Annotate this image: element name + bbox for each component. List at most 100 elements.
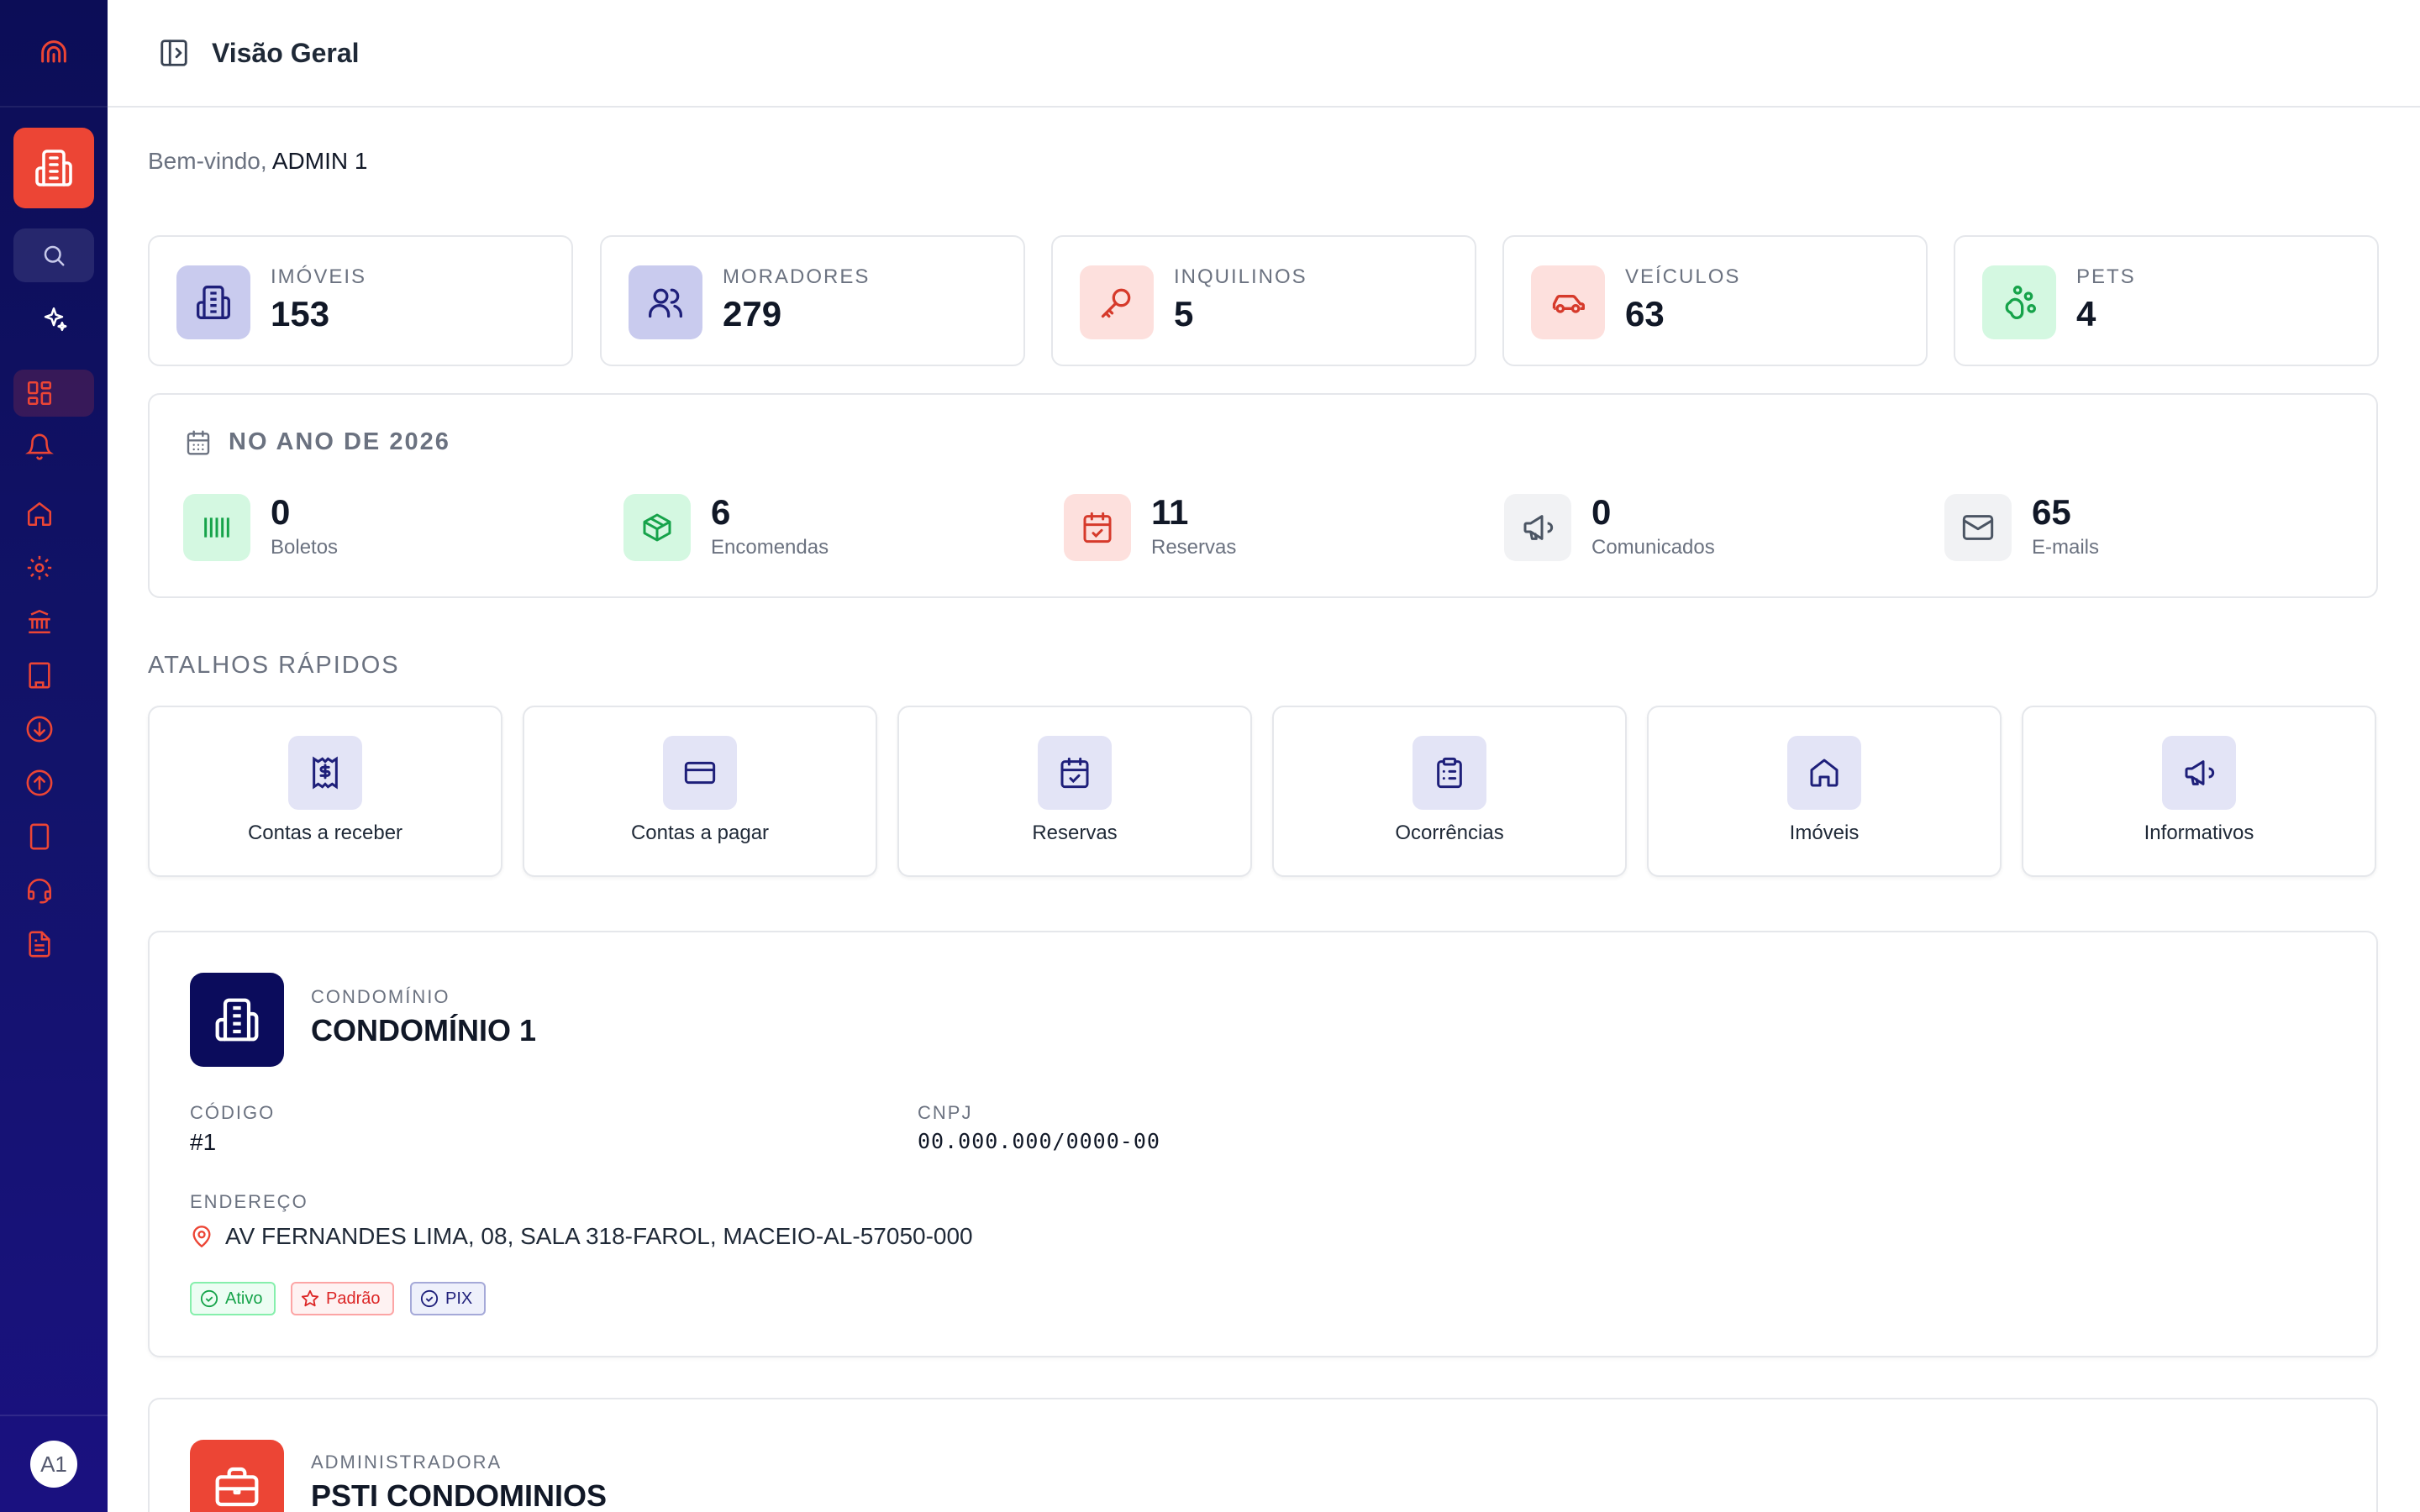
metric-value: 11: [1151, 492, 1189, 532]
calendar-icon: [187, 429, 210, 455]
nav-home[interactable]: [13, 491, 94, 538]
shortcut-icon-box: [288, 736, 362, 810]
shortcuts-title: ATALHOS RÁPIDOS: [148, 652, 400, 679]
stat-label: IMÓVEIS: [271, 265, 367, 288]
stat-icon-box: [176, 265, 250, 339]
nav-bank[interactable]: [13, 598, 94, 645]
clipboard-list-icon: [1437, 757, 1462, 789]
paw-icon: [2005, 286, 2036, 320]
shortcut-icon-box: [1038, 736, 1112, 810]
calendar-check-icon: [1060, 757, 1089, 789]
map-pin-icon: [192, 1226, 211, 1248]
shortcut-label: Ocorrências: [1395, 822, 1504, 844]
stat-card-pets[interactable]: PETS 4: [1954, 235, 2379, 366]
cnpj-label: CNPJ: [918, 1102, 973, 1123]
badge-label: Padrão: [326, 1289, 381, 1308]
barcode-icon: [204, 517, 229, 538]
metric-value: 65: [2032, 492, 2071, 532]
shortcut-label: Contas a receber: [247, 822, 403, 844]
shortcut-label: Imóveis: [1789, 822, 1860, 844]
nav-settings[interactable]: [13, 544, 94, 591]
sidebar-toggle-icon[interactable]: [158, 37, 190, 69]
condo-switcher-button[interactable]: [13, 128, 94, 208]
metric-value: 0: [271, 492, 291, 532]
avatar[interactable]: A1: [30, 1441, 77, 1488]
metric-value: 0: [1591, 492, 1612, 532]
file-text-icon: [29, 931, 50, 958]
welcome-user: ADMIN 1: [271, 148, 368, 174]
shortcut-contas-a-receber[interactable]: Contas a receber: [148, 706, 502, 877]
condominium-card: CONDOMÍNIO CONDOMÍNIO 1 CÓDIGO #1 CNPJ 0…: [148, 931, 2378, 1357]
stat-icon-box: [1531, 265, 1605, 339]
ai-assistant-button[interactable]: [13, 292, 94, 346]
nav-notifications[interactable]: [13, 423, 94, 470]
briefcase-icon: [215, 1467, 259, 1507]
sparkles-icon: [44, 307, 67, 332]
key-icon: [1101, 288, 1131, 318]
stat-value: 153: [271, 294, 330, 333]
stat-label: VEÍCULOS: [1625, 265, 1741, 288]
condominium-name: CONDOMÍNIO 1: [311, 1013, 537, 1047]
dashboard-icon: [27, 381, 52, 406]
shortcut-contas-a-pagar[interactable]: Contas a pagar: [523, 706, 877, 877]
stat-label: PETS: [2076, 265, 2136, 288]
shortcut-imoveis[interactable]: Imóveis: [1647, 706, 2002, 877]
app-logo[interactable]: [0, 0, 108, 108]
tablet-icon: [29, 823, 50, 850]
search-button[interactable]: [13, 228, 94, 282]
stat-label: MORADORES: [723, 265, 871, 288]
check-circle-icon: [420, 1289, 439, 1308]
stat-card-imoveis[interactable]: IMÓVEIS 153: [148, 235, 573, 366]
stat-card-moradores[interactable]: MORADORES 279: [600, 235, 1025, 366]
stat-label: INQUILINOS: [1174, 265, 1307, 288]
shortcut-ocorrencias[interactable]: Ocorrências: [1272, 706, 1627, 877]
building-icon: [197, 286, 230, 319]
stat-value: 4: [2076, 294, 2096, 333]
shortcut-icon-box: [1413, 736, 1486, 810]
shortcut-reservas[interactable]: Reservas: [897, 706, 1252, 877]
mail-icon: [1962, 515, 1994, 540]
check-circle-icon: [200, 1289, 218, 1308]
page-title: Visão Geral: [212, 37, 360, 68]
stat-value: 5: [1174, 294, 1194, 333]
stat-card-inquilinos[interactable]: INQUILINOS 5: [1051, 235, 1476, 366]
badge-label: Ativo: [225, 1289, 263, 1308]
arrow-up-circle-icon: [26, 769, 53, 796]
nav-payables[interactable]: [13, 759, 94, 806]
user-menu[interactable]: A1: [0, 1415, 108, 1512]
welcome-message: Bem-vindo, ADMIN 1: [148, 148, 367, 175]
receipt-icon: [313, 756, 338, 790]
nav-receivables[interactable]: [13, 706, 94, 753]
home-icon: [27, 501, 52, 527]
condominium-kicker: CONDOMÍNIO: [311, 986, 450, 1007]
address-label: ENDEREÇO: [190, 1191, 308, 1212]
metric-value: 6: [711, 492, 731, 532]
package-icon: [643, 513, 671, 542]
building-icon: [215, 998, 259, 1042]
arrow-down-circle-icon: [26, 716, 53, 743]
metric-label: Comunicados: [1591, 536, 1715, 559]
nav-documents[interactable]: [13, 813, 94, 860]
shortcut-icon-box: [663, 736, 737, 810]
address-value: AV FERNANDES LIMA, 08, SALA 318-FAROL, M…: [225, 1223, 973, 1249]
stat-card-veiculos[interactable]: VEÍCULOS 63: [1502, 235, 1928, 366]
headset-icon: [27, 878, 52, 904]
gear-icon: [27, 555, 52, 580]
metric-icon-box: [1064, 494, 1131, 561]
office-building-icon: [29, 662, 50, 689]
home-icon: [1810, 759, 1839, 787]
nav-buildings[interactable]: [13, 652, 94, 699]
star-icon: [301, 1289, 319, 1307]
metric-label: E-mails: [2032, 536, 2100, 559]
cnpj-value: 00.000.000/0000-00: [918, 1129, 1160, 1153]
building-icon: [35, 150, 72, 186]
shortcut-label: Informativos: [2144, 822, 2254, 844]
shortcut-informativos[interactable]: Informativos: [2022, 706, 2376, 877]
shortcut-icon-box: [1787, 736, 1861, 810]
stat-icon-box: [1080, 265, 1154, 339]
credit-card-icon: [684, 761, 716, 785]
nav-support[interactable]: [13, 867, 94, 914]
nav-reports[interactable]: [13, 921, 94, 968]
nav-dashboard[interactable]: [13, 370, 94, 417]
shortcut-label: Reservas: [1032, 822, 1118, 844]
